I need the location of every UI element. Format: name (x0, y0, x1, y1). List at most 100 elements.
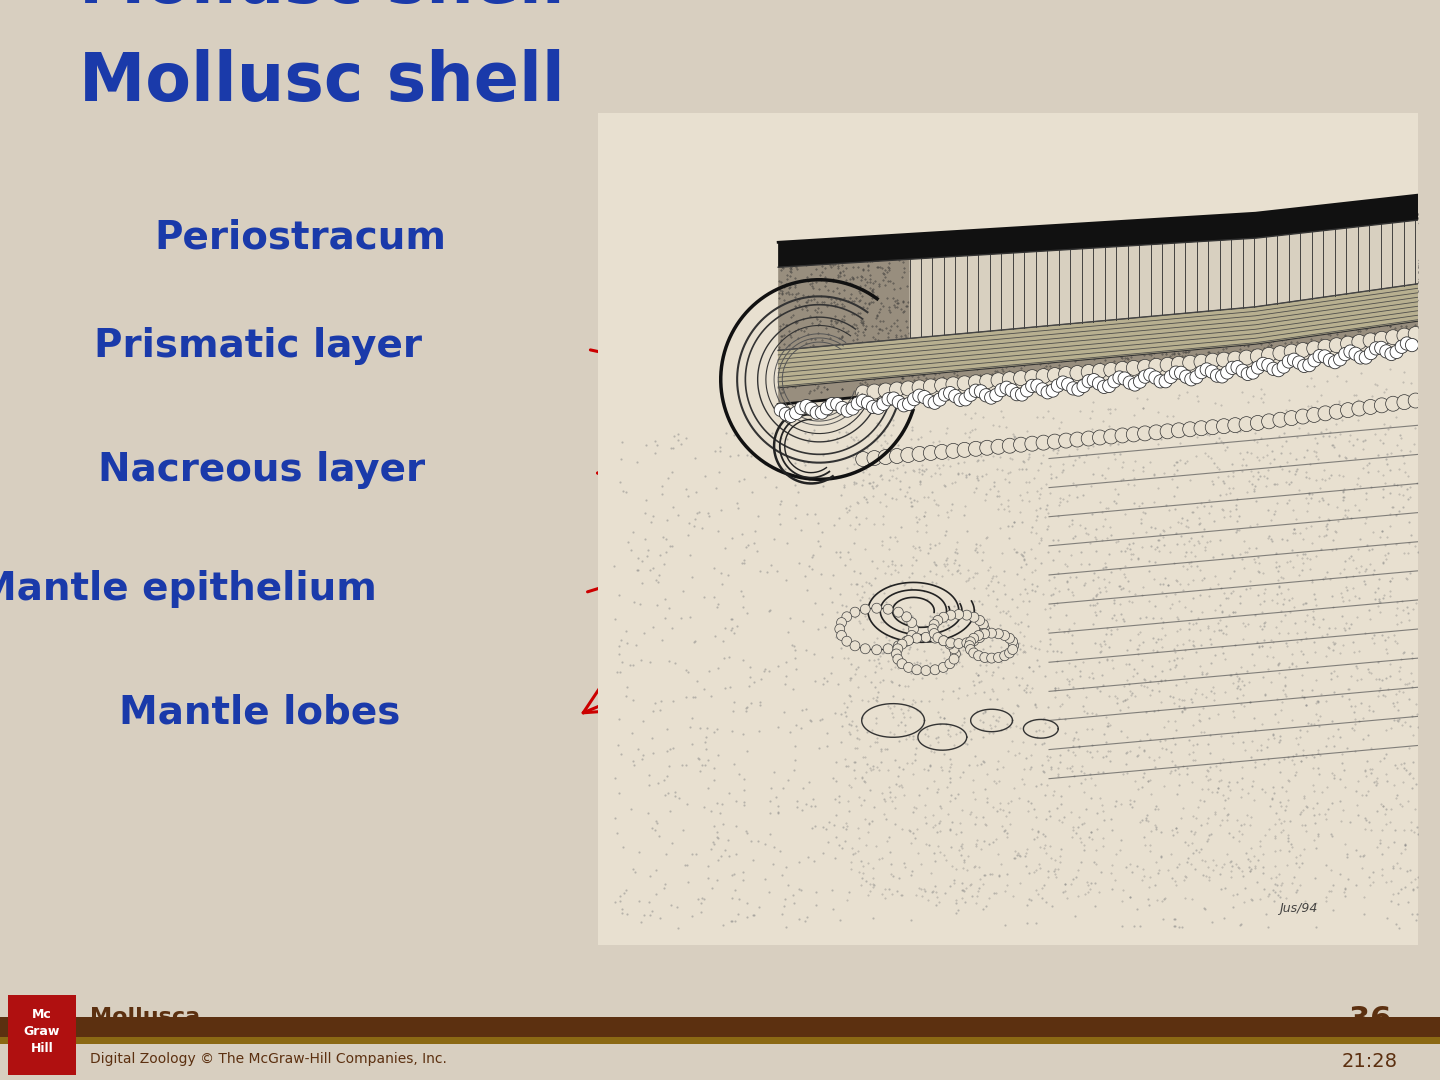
Point (848, 565, 871, 582)
Point (1332, 761, 1355, 779)
Circle shape (923, 379, 937, 394)
Point (750, 671, 773, 688)
Point (649, 692, 672, 710)
Point (829, 585, 852, 603)
Point (765, 563, 788, 580)
Circle shape (985, 391, 998, 404)
Point (1053, 808, 1076, 825)
Point (966, 471, 989, 488)
Point (1364, 583, 1387, 600)
Point (873, 791, 896, 808)
Point (658, 741, 681, 758)
Point (704, 627, 727, 645)
Circle shape (1359, 351, 1372, 364)
Point (696, 504, 719, 522)
Point (1035, 519, 1058, 537)
Point (1185, 841, 1208, 859)
Point (793, 701, 816, 718)
Point (1333, 449, 1356, 467)
Point (654, 610, 677, 627)
Point (742, 906, 765, 923)
Circle shape (994, 652, 1004, 662)
Point (1322, 902, 1345, 919)
Point (906, 513, 929, 530)
Point (965, 536, 988, 553)
Point (1031, 826, 1054, 843)
Circle shape (975, 616, 985, 625)
Point (821, 594, 844, 611)
Point (935, 442, 958, 459)
Point (824, 753, 847, 770)
Point (1025, 507, 1048, 524)
Point (1394, 837, 1417, 854)
Point (789, 521, 812, 538)
Point (1283, 521, 1306, 538)
Point (1338, 619, 1361, 636)
Point (827, 793, 850, 810)
Point (909, 661, 932, 678)
Point (948, 557, 971, 575)
Point (840, 607, 863, 624)
Point (1094, 625, 1117, 643)
Point (1061, 870, 1084, 888)
Point (773, 890, 796, 907)
Point (654, 530, 677, 548)
Point (782, 761, 805, 779)
Point (1201, 914, 1224, 931)
Point (713, 649, 736, 666)
Circle shape (969, 633, 979, 644)
Point (717, 784, 740, 801)
Point (1270, 445, 1293, 462)
Point (955, 522, 978, 539)
Point (723, 427, 746, 444)
Point (1014, 848, 1037, 865)
Circle shape (1025, 379, 1038, 392)
Point (1384, 756, 1407, 773)
Point (929, 708, 952, 726)
Point (1224, 497, 1247, 514)
Point (711, 917, 734, 934)
Point (687, 890, 710, 907)
Point (1009, 613, 1032, 631)
Point (683, 633, 706, 650)
Point (719, 447, 742, 464)
Point (909, 472, 932, 489)
Circle shape (979, 624, 989, 634)
Point (1333, 622, 1356, 639)
Point (1290, 681, 1313, 699)
Text: Hill: Hill (30, 1042, 53, 1055)
Point (1081, 571, 1104, 589)
Point (772, 780, 795, 797)
Point (1279, 835, 1302, 852)
Circle shape (1296, 342, 1310, 357)
Polygon shape (778, 195, 1418, 267)
Point (788, 880, 811, 897)
Point (1142, 609, 1165, 626)
Point (611, 433, 634, 450)
Point (1225, 773, 1248, 791)
Point (1037, 698, 1060, 715)
Point (1145, 797, 1168, 814)
Point (805, 896, 828, 914)
Point (1207, 621, 1230, 638)
Point (1264, 805, 1287, 822)
Point (677, 526, 700, 543)
Point (688, 719, 711, 737)
Point (878, 783, 901, 800)
Point (1045, 799, 1068, 816)
Circle shape (1306, 407, 1322, 422)
Point (1267, 557, 1290, 575)
Point (1015, 915, 1038, 932)
Point (825, 604, 848, 621)
Point (652, 528, 675, 545)
Point (1283, 615, 1306, 632)
Point (776, 771, 799, 788)
Circle shape (959, 393, 972, 406)
Point (855, 440, 878, 457)
Point (1224, 501, 1247, 518)
Point (887, 732, 910, 750)
Point (1061, 511, 1084, 528)
Point (1112, 692, 1135, 710)
Point (1043, 569, 1066, 586)
Point (940, 786, 963, 804)
